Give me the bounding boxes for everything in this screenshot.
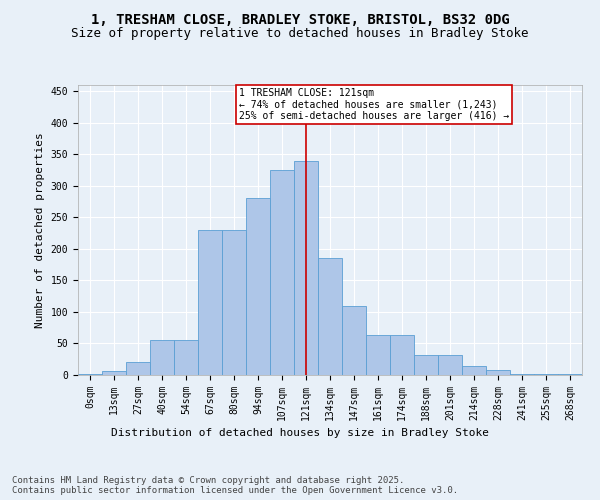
Text: 1 TRESHAM CLOSE: 121sqm
← 74% of detached houses are smaller (1,243)
25% of semi: 1 TRESHAM CLOSE: 121sqm ← 74% of detache… [239,88,509,122]
Y-axis label: Number of detached properties: Number of detached properties [35,132,45,328]
Text: Size of property relative to detached houses in Bradley Stoke: Size of property relative to detached ho… [71,28,529,40]
Bar [558,374,582,375]
Bar [78,374,102,375]
Bar [462,366,486,375]
Text: 1, TRESHAM CLOSE, BRADLEY STOKE, BRISTOL, BS32 0DG: 1, TRESHAM CLOSE, BRADLEY STOKE, BRISTOL… [91,12,509,26]
Bar [510,374,534,375]
Bar [246,198,270,375]
Bar [174,340,198,375]
Bar [198,230,222,375]
Bar [438,355,462,375]
Bar [150,340,174,375]
Bar [294,160,318,375]
Bar [534,374,558,375]
Bar [102,370,126,375]
Bar [414,355,438,375]
Bar [486,370,510,375]
Bar [342,306,366,375]
Bar [390,336,414,375]
Bar [270,170,294,375]
Bar [318,258,342,375]
Text: Contains HM Land Registry data © Crown copyright and database right 2025.
Contai: Contains HM Land Registry data © Crown c… [12,476,458,495]
Text: Distribution of detached houses by size in Bradley Stoke: Distribution of detached houses by size … [111,428,489,438]
Bar [222,230,246,375]
Bar [126,362,150,375]
Bar [366,336,390,375]
